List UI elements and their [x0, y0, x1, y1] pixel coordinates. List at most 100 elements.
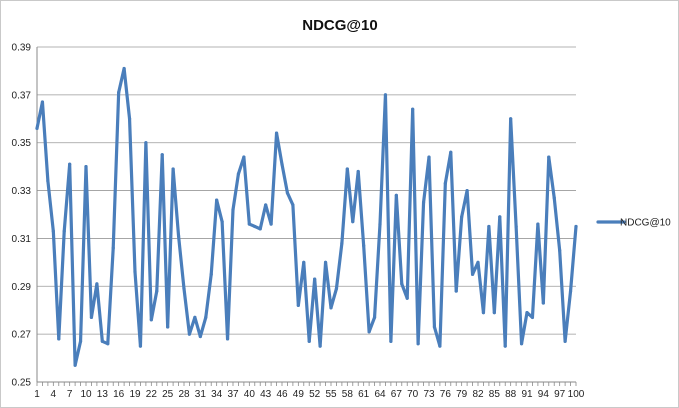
data-point [460, 215, 464, 219]
data-point [454, 289, 458, 293]
legend-label: NDCG@10 [620, 218, 671, 229]
data-point [138, 344, 143, 348]
axes [36, 47, 577, 386]
data-point [492, 311, 496, 315]
data-point [149, 318, 153, 322]
x-tick-label: 40 [244, 389, 256, 400]
x-tick-label: 19 [129, 389, 141, 400]
x-tick-label: 70 [407, 389, 419, 400]
data-point [340, 241, 344, 245]
data-point [35, 126, 39, 130]
data-point [536, 222, 540, 226]
data-point [106, 342, 110, 346]
data-point [421, 200, 426, 205]
x-tick-label: 100 [568, 389, 585, 400]
data-point [487, 224, 491, 229]
x-tick-label: 85 [489, 389, 501, 400]
x-tick-label: 13 [97, 389, 109, 400]
data-point [432, 325, 437, 329]
data-point [231, 208, 235, 212]
data-point [215, 198, 219, 202]
x-tick-label: 61 [358, 389, 370, 400]
data-point [351, 220, 355, 224]
y-axis-ticks: 0.25 0.27 0.29 0.31 0.33 0.35 0.37 0.39 [12, 43, 32, 389]
chart-title: NDCG@10 [302, 17, 377, 34]
data-point [62, 229, 66, 233]
data-point [552, 196, 556, 200]
data-point [133, 270, 137, 274]
data-point [481, 311, 486, 315]
data-point [182, 287, 186, 291]
x-tick-label: 1 [34, 389, 40, 400]
data-point [498, 215, 502, 219]
data-point [144, 141, 148, 145]
data-point [541, 301, 545, 305]
y-tick-label: 0.37 [12, 90, 32, 101]
data-point [247, 222, 251, 226]
data-point [568, 289, 573, 293]
data-point [400, 282, 404, 286]
data-point [204, 315, 208, 319]
data-point [329, 306, 333, 310]
x-tick-label: 76 [440, 389, 452, 400]
y-tick-label: 0.39 [12, 43, 32, 54]
data-point [78, 339, 83, 343]
data-point [122, 66, 126, 71]
data-point [220, 220, 224, 224]
data-point [95, 282, 99, 286]
data-point [378, 222, 382, 226]
y-tick-label: 0.33 [12, 186, 32, 197]
data-point [318, 344, 322, 348]
x-tick-label: 52 [309, 389, 321, 400]
data-point [117, 90, 121, 95]
x-tick-label: 16 [113, 389, 125, 400]
x-tick-label: 25 [162, 389, 174, 400]
data-point [470, 272, 475, 276]
x-tick-label: 94 [538, 389, 550, 400]
data-point [345, 167, 349, 171]
data-point [465, 188, 469, 193]
data-point [574, 224, 578, 229]
data-point [503, 344, 507, 348]
data-point [509, 117, 513, 121]
data-point [258, 227, 262, 231]
data-point [307, 339, 311, 343]
data-point [547, 155, 551, 159]
data-point [291, 203, 295, 207]
data-point [46, 179, 50, 183]
data-point [198, 334, 202, 339]
data-point [111, 246, 115, 250]
x-tick-label: 97 [554, 389, 566, 400]
data-point [334, 287, 339, 291]
data-point [127, 117, 132, 121]
data-point [166, 325, 170, 329]
data-point [274, 131, 279, 135]
data-point [280, 162, 284, 166]
x-tick-label: 82 [472, 389, 484, 400]
data-point [73, 363, 77, 367]
x-tick-label: 28 [178, 389, 190, 400]
data-point [443, 181, 447, 185]
data-point [514, 224, 518, 229]
data-point [51, 229, 55, 233]
x-tick-label: 4 [51, 389, 57, 400]
data-point [405, 296, 409, 300]
data-point [323, 260, 328, 264]
x-tick-label: 88 [505, 389, 517, 400]
data-point [89, 315, 94, 319]
data-point [269, 222, 273, 226]
x-tick-label: 79 [456, 389, 468, 400]
data-point [160, 153, 164, 157]
x-tick-label: 7 [67, 389, 73, 400]
y-tick-label: 0.31 [12, 234, 32, 245]
data-point [264, 203, 268, 207]
data-point [356, 169, 360, 174]
x-tick-label: 46 [276, 389, 288, 400]
data-point [362, 244, 366, 248]
x-tick-label: 34 [211, 389, 223, 400]
data-point [383, 93, 388, 97]
data-point [171, 167, 175, 171]
data-point [296, 303, 300, 308]
data-point [187, 332, 192, 336]
